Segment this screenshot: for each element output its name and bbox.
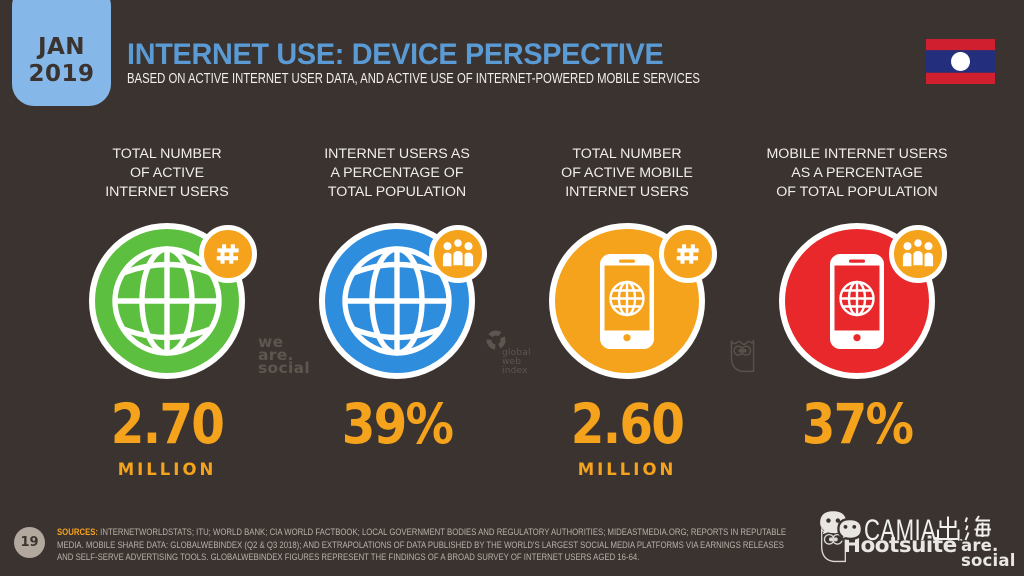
laos-flag-icon — [926, 39, 995, 84]
stat-column-internet-pct: INTERNET USERS AS A PERCENTAGE OF TOTAL … — [282, 145, 512, 479]
smartphone-globe-icon — [830, 253, 884, 349]
globe-wireframe-icon — [342, 246, 452, 356]
camia-cjk-icon — [937, 515, 991, 541]
sources-text: SOURCES: INTERNETWORLDSTATS; ITU; WORLD … — [57, 527, 786, 565]
stat-unit: MILLION — [117, 460, 217, 479]
hootsuite-owl-watermark — [730, 339, 755, 373]
date-badge: JAN 2019 — [12, 0, 111, 106]
globe-wireframe-icon — [112, 246, 222, 356]
stat-column-mobile-pct: MOBILE INTERNET USERS AS A PERCENTAGE OF… — [742, 145, 972, 479]
stat-icon-wrap — [89, 223, 257, 379]
global-web-index-icon — [486, 330, 506, 350]
sources-label: SOURCES: — [57, 527, 99, 538]
stat-icon-wrap — [319, 223, 487, 379]
stat-header: INTERNET USERS AS A PERCENTAGE OF TOTAL … — [324, 146, 470, 200]
stat-value: 37% — [801, 392, 914, 456]
stat-column-mobile-users: TOTAL NUMBER OF ACTIVE MOBILE INTERNET U… — [512, 145, 742, 479]
people-icon — [429, 225, 487, 283]
sources-body: INTERNETWORLDSTATS; ITU; WORLD BANK; CIA… — [57, 527, 786, 564]
camia-watermark: CAMIA — [864, 514, 991, 548]
global-web-index-watermark: global web index — [486, 330, 546, 382]
people-group-icon — [902, 237, 934, 268]
wechat-icon — [820, 511, 864, 542]
stat-unit — [742, 460, 972, 478]
we-are-social-logo: are. social — [961, 536, 1016, 570]
stat-value: 39% — [341, 392, 454, 456]
global-web-index-label: global web index — [502, 348, 531, 376]
trademark-symbol: ™ — [956, 537, 964, 546]
page-number: 19 — [14, 527, 45, 558]
stat-icon-wrap — [549, 223, 717, 379]
stat-header: TOTAL NUMBER OF ACTIVE MOBILE INTERNET U… — [561, 146, 693, 200]
stat-icon-wrap — [779, 223, 947, 379]
stat-value: 2.70 — [110, 392, 225, 456]
stat-column-internet-users: TOTAL NUMBER OF ACTIVE INTERNET USERS — [52, 145, 282, 479]
globe-icon — [89, 223, 245, 379]
stat-value: 2.60 — [570, 392, 685, 456]
page-title: INTERNET USE: DEVICE PERSPECTIVE — [127, 38, 664, 71]
smartphone-globe-icon — [600, 253, 654, 349]
stat-header: TOTAL NUMBER OF ACTIVE INTERNET USERS — [105, 146, 229, 200]
stat-unit — [282, 460, 512, 478]
hashtag-icon — [659, 225, 717, 283]
camia-latin: CAMIA — [864, 514, 937, 547]
hash-glyph-icon — [216, 244, 239, 264]
date-text: JAN 2019 — [28, 34, 95, 87]
page-subtitle: BASED ON ACTIVE INTERNET USER DATA, AND … — [127, 71, 700, 87]
people-group-icon — [442, 237, 474, 268]
hash-glyph-icon — [676, 244, 699, 264]
we-are-social-watermark: we are. social — [258, 333, 310, 377]
stat-columns: TOTAL NUMBER OF ACTIVE INTERNET USERS — [52, 145, 972, 479]
stat-unit: MILLION — [577, 460, 677, 479]
hashtag-icon — [199, 225, 257, 283]
stat-header: MOBILE INTERNET USERS AS A PERCENTAGE OF… — [766, 146, 948, 200]
people-icon — [889, 225, 947, 283]
